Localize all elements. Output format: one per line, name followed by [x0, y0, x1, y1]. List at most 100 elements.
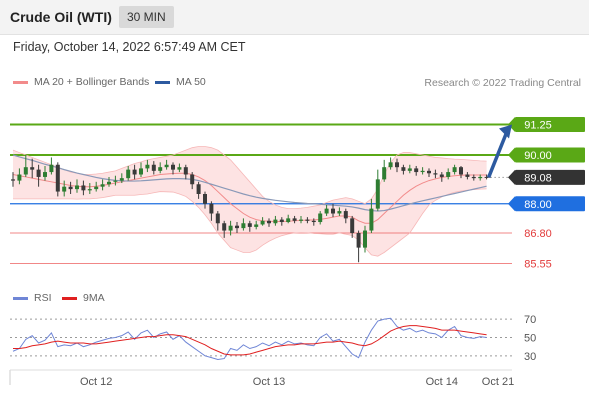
- rsi-swatch: [13, 296, 28, 300]
- instrument-title: Crude Oil (WTI): [10, 9, 112, 25]
- level-box-pointer-89.08: [508, 169, 515, 185]
- x-tick-oct-21: Oct 21: [482, 376, 514, 388]
- level-label-86.80: 86.80: [524, 228, 552, 240]
- candle-body: [87, 189, 92, 191]
- rsi-ma9-line: [13, 325, 487, 356]
- ma20-label: MA 20 + Bollinger Bands: [34, 76, 150, 88]
- candle-body: [343, 211, 348, 219]
- candle-body: [100, 184, 105, 187]
- candle-body: [267, 220, 271, 224]
- rsi-tick-50: 50: [524, 333, 536, 345]
- legend-ma50: MA 50: [155, 76, 206, 88]
- candle-body: [126, 169, 131, 179]
- legend-rsi: RSI: [13, 292, 52, 304]
- level-box-pointer-90.00: [508, 147, 515, 163]
- candle-body: [286, 218, 291, 223]
- candle-body: [420, 170, 425, 173]
- bollinger-band-fill: [13, 146, 487, 257]
- ma50-line: [12, 154, 487, 212]
- candle-body: [49, 164, 54, 173]
- forecast-arrow-shaft: [486, 130, 509, 179]
- level-box-pointer-88.00: [508, 196, 515, 212]
- candle-body: [407, 168, 412, 171]
- candle-body: [113, 180, 118, 182]
- candle-body: [324, 208, 329, 214]
- candle-body: [446, 172, 451, 177]
- candle-body: [107, 181, 111, 185]
- legend-ma20: MA 20 + Bollinger Bands: [13, 76, 149, 88]
- candle-body: [164, 164, 169, 168]
- candle-body: [203, 194, 207, 204]
- candle-body: [459, 167, 463, 175]
- candle-body: [241, 223, 246, 229]
- bollinger-upper-line: [12, 146, 487, 210]
- x-tick-oct-12: Oct 12: [80, 376, 112, 388]
- rsi-label: RSI: [34, 292, 52, 304]
- candle-body: [375, 179, 380, 209]
- candle-body: [171, 164, 175, 170]
- candle-body: [292, 218, 297, 221]
- level-box-90.00: [515, 147, 585, 163]
- level-label-91.25: 91.25: [524, 120, 552, 132]
- candle-body: [151, 164, 156, 171]
- candle-body: [222, 223, 227, 231]
- candle-body: [30, 167, 35, 170]
- level-box-89.08: [515, 169, 585, 185]
- candle-body: [388, 162, 393, 168]
- candle-body: [273, 219, 278, 224]
- legend-9ma: 9MA: [62, 292, 105, 304]
- candle-body: [279, 219, 284, 223]
- candle-body: [247, 223, 252, 227]
- level-box-91.25: [515, 117, 585, 133]
- forecast-arrow-head: [499, 124, 512, 139]
- candle-body: [62, 186, 67, 192]
- candle-body: [228, 225, 233, 231]
- candle-body: [395, 162, 399, 168]
- level-label-89.08: 89.08: [524, 172, 552, 184]
- candle-body: [23, 167, 28, 175]
- level-box-88.00: [515, 196, 585, 212]
- candle-body: [196, 184, 201, 194]
- candle-body: [260, 220, 265, 225]
- candle-body: [177, 167, 182, 170]
- candle-body: [299, 219, 303, 221]
- candle-body: [465, 174, 470, 177]
- candle-body: [414, 168, 419, 173]
- candle-body: [427, 170, 431, 174]
- candle-body: [433, 173, 438, 175]
- level-label-90.00: 90.00: [524, 150, 552, 162]
- candle-body: [215, 213, 220, 224]
- candle-body: [382, 167, 387, 180]
- header-bar: Crude Oil (WTI) 30 MIN: [0, 0, 589, 35]
- candle-body: [190, 174, 195, 185]
- candle-body: [471, 176, 476, 179]
- candle-body: [43, 172, 47, 177]
- candle-body: [363, 230, 367, 248]
- ma9-swatch: [62, 296, 77, 300]
- candle-body: [311, 220, 316, 223]
- candle-body: [139, 168, 143, 175]
- candle-body: [337, 211, 342, 214]
- candle-body: [209, 203, 214, 214]
- ma50-swatch: [155, 80, 170, 84]
- candle-body: [55, 164, 60, 192]
- candle-body: [254, 224, 259, 227]
- candle-body: [305, 219, 310, 221]
- candle-body: [401, 167, 406, 171]
- level-box-pointer-91.25: [508, 117, 515, 133]
- research-credit: Research © 2022 Trading Central: [424, 77, 581, 89]
- x-tick-oct-14: Oct 14: [426, 376, 458, 388]
- candle-body: [81, 185, 86, 191]
- candle-body: [235, 225, 239, 229]
- timestamp: Friday, October 14, 2022 6:57:49 AM CET: [13, 40, 246, 54]
- candle-body: [356, 233, 361, 248]
- candle-body: [11, 179, 15, 181]
- timeframe-badge[interactable]: 30 MIN: [119, 6, 174, 28]
- rsi-line: [12, 317, 487, 361]
- candle-body: [318, 213, 323, 223]
- candle-body: [75, 185, 79, 190]
- candle-body: [158, 167, 163, 171]
- candle-body: [350, 218, 355, 233]
- candle-body: [17, 174, 22, 181]
